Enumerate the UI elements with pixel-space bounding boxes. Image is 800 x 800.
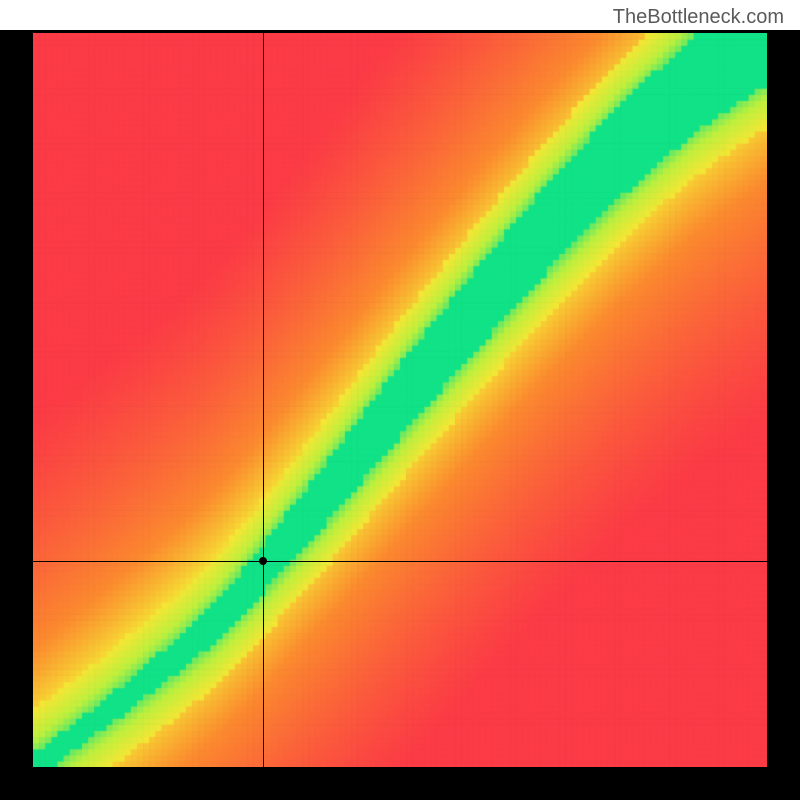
watermark-text: TheBottleneck.com <box>613 6 784 29</box>
chart-container: TheBottleneck.com <box>0 0 800 800</box>
plot-frame <box>33 33 767 767</box>
heatmap-canvas <box>33 33 767 767</box>
crosshair-vertical <box>263 33 264 767</box>
marker-dot <box>259 557 267 565</box>
crosshair-horizontal <box>33 561 767 562</box>
